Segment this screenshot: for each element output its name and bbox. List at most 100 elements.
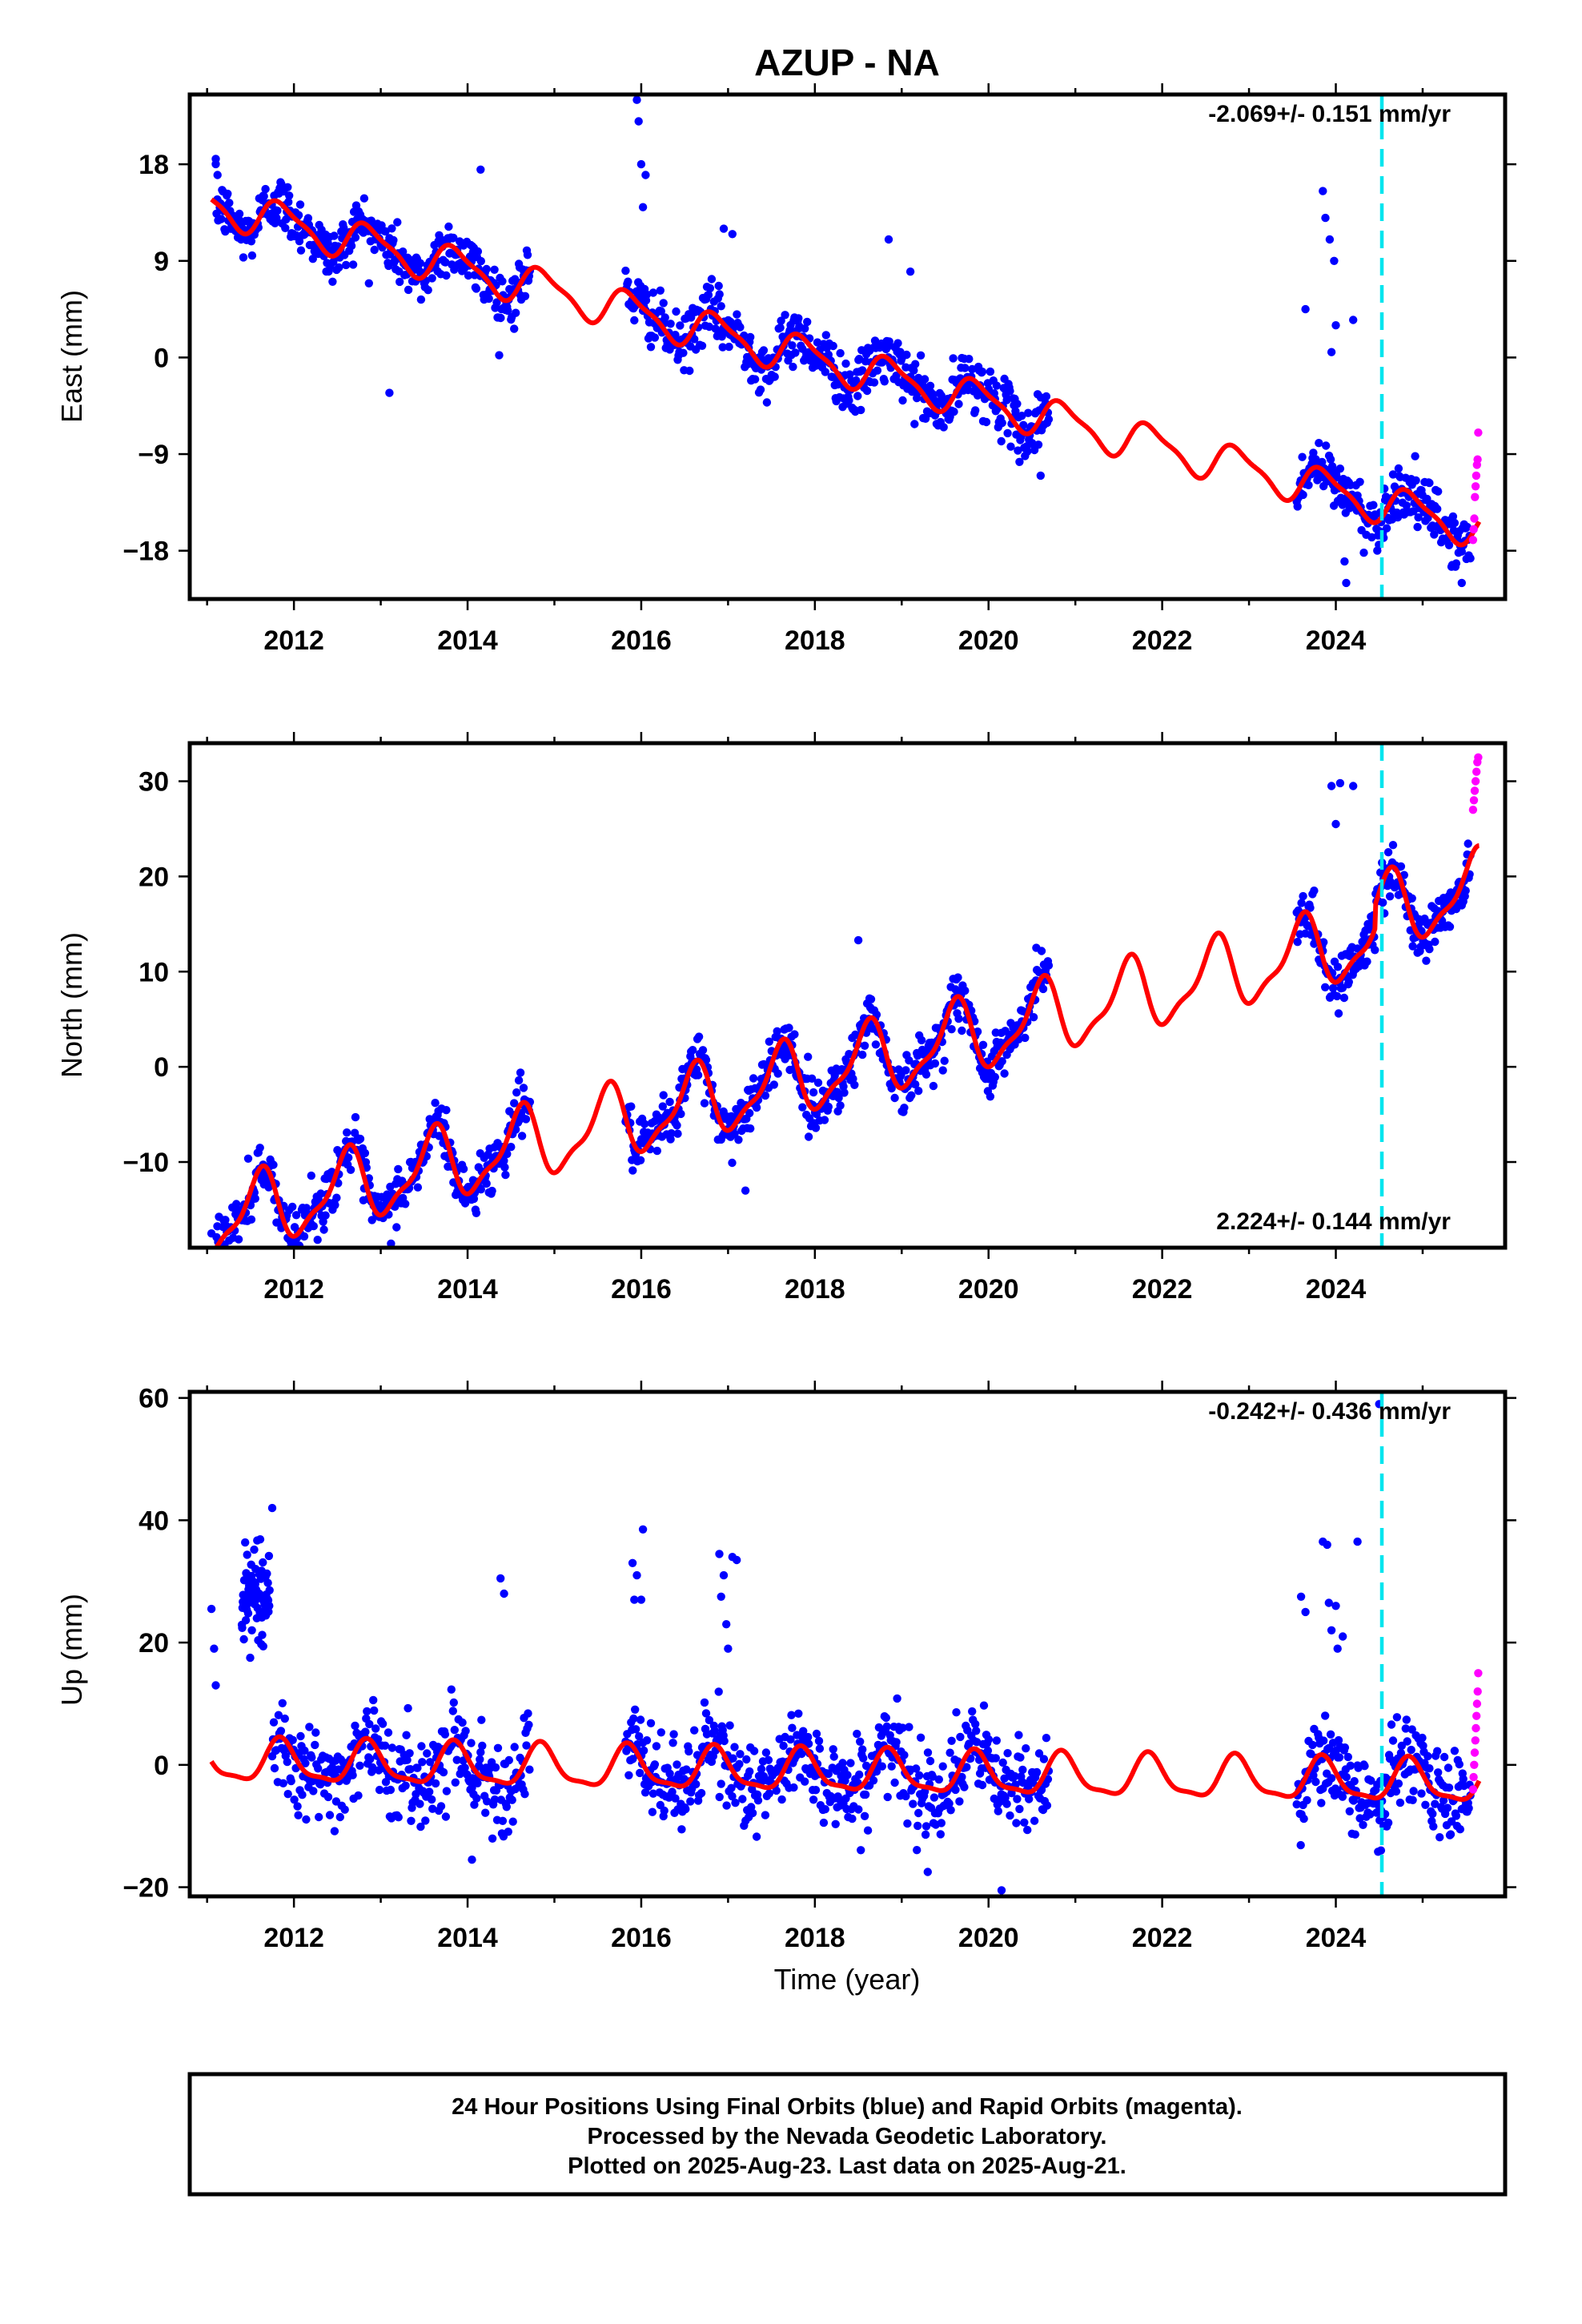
data-point xyxy=(947,1025,956,1034)
data-point xyxy=(821,368,830,376)
data-point xyxy=(283,1790,292,1799)
data-point xyxy=(921,1830,930,1839)
outlier-point xyxy=(1301,1607,1310,1617)
data-point xyxy=(472,1208,481,1218)
data-point xyxy=(461,1727,470,1735)
data-point xyxy=(270,1763,279,1773)
rapid-point xyxy=(1471,1736,1480,1745)
data-point xyxy=(1428,1809,1437,1819)
data-point xyxy=(861,1790,870,1799)
data-point xyxy=(404,285,413,295)
data-point xyxy=(829,1752,838,1761)
data-point xyxy=(319,1225,328,1234)
data-point xyxy=(853,1729,861,1739)
data-point xyxy=(690,1726,699,1735)
data-point xyxy=(794,1709,803,1718)
outlier-point xyxy=(1342,578,1351,588)
data-point xyxy=(736,323,745,332)
footer-box: 24 Hour Positions Using Final Orbits (bl… xyxy=(187,2072,1508,2197)
outlier-point xyxy=(628,1558,637,1568)
outlier-point xyxy=(1327,782,1336,790)
data-point xyxy=(746,1124,755,1133)
data-point xyxy=(811,1124,821,1132)
data-point xyxy=(1322,441,1331,450)
data-point xyxy=(1020,1818,1029,1827)
data-point xyxy=(960,1783,969,1791)
data-point xyxy=(278,1699,287,1707)
data-point xyxy=(517,1132,527,1140)
data-point xyxy=(431,1099,440,1108)
data-point xyxy=(328,277,337,286)
north-model-curve xyxy=(213,843,1481,1248)
data-point xyxy=(892,1738,901,1747)
data-point xyxy=(765,1037,773,1046)
data-point xyxy=(1299,891,1307,901)
data-point xyxy=(442,1106,451,1115)
data-point xyxy=(301,1759,310,1767)
data-point xyxy=(519,1084,528,1092)
data-point xyxy=(730,1743,739,1751)
data-point xyxy=(311,1728,320,1737)
data-point xyxy=(804,1132,813,1141)
data-point xyxy=(300,1746,309,1755)
outlier-point xyxy=(1321,213,1330,223)
data-point xyxy=(762,398,772,407)
data-point xyxy=(1433,1747,1442,1755)
data-point xyxy=(877,1762,887,1771)
data-point xyxy=(1446,1830,1456,1839)
data-point xyxy=(627,1102,636,1111)
data-point xyxy=(650,333,660,342)
data-point xyxy=(986,1092,995,1101)
north-axes xyxy=(187,741,1508,1250)
east-final-orbit-points xyxy=(621,266,1054,466)
data-point xyxy=(319,1217,327,1226)
data-point xyxy=(804,1052,813,1061)
data-point xyxy=(788,1723,797,1732)
data-point xyxy=(858,366,867,375)
north-outlier-points xyxy=(207,778,1358,1238)
data-point xyxy=(907,1091,916,1100)
data-point xyxy=(1024,408,1033,417)
data-point xyxy=(507,1143,516,1152)
outlier-point xyxy=(632,95,641,104)
data-point xyxy=(478,1741,487,1751)
north-rapid-orbit-points xyxy=(1468,753,1483,814)
outlier-point xyxy=(1310,887,1319,895)
data-point xyxy=(631,1705,640,1714)
data-point xyxy=(491,1763,500,1772)
data-point xyxy=(259,1642,267,1651)
data-point xyxy=(274,1711,283,1719)
data-point xyxy=(1044,415,1054,424)
data-point xyxy=(458,1718,467,1727)
up-panel: 2012 2014 2016 2018 2020 2022 2024 −20 0 20 40 60 U… xyxy=(55,1381,1516,1953)
outlier-point xyxy=(385,388,394,397)
data-point xyxy=(756,385,765,394)
data-point xyxy=(396,277,404,287)
data-point xyxy=(677,1825,686,1834)
data-point xyxy=(630,316,639,325)
data-point xyxy=(1463,522,1472,532)
data-point xyxy=(399,247,408,256)
footer-line-3: Plotted on 2025-Aug-23. Last data on 202… xyxy=(568,2153,1126,2179)
east-y-tick-label: 18 xyxy=(139,150,169,180)
outlier-point xyxy=(923,1868,933,1876)
data-point xyxy=(239,1634,248,1644)
data-point xyxy=(251,1194,259,1203)
data-point xyxy=(246,1653,255,1663)
data-point xyxy=(1456,1825,1465,1834)
data-point xyxy=(370,245,379,255)
data-point xyxy=(781,311,789,320)
data-point xyxy=(791,348,800,357)
data-point xyxy=(1371,946,1379,955)
data-point xyxy=(441,258,450,267)
outlier-point xyxy=(496,1574,505,1583)
east-rate-label: -2.069+/- 0.151 mm/yr xyxy=(1208,101,1451,127)
data-point xyxy=(1343,1752,1353,1762)
data-point xyxy=(302,1204,311,1212)
data-point xyxy=(733,310,741,319)
data-point xyxy=(299,1232,309,1241)
data-point xyxy=(759,346,769,355)
data-point xyxy=(705,283,715,293)
up-y-tick-label: 0 xyxy=(154,1751,169,1781)
